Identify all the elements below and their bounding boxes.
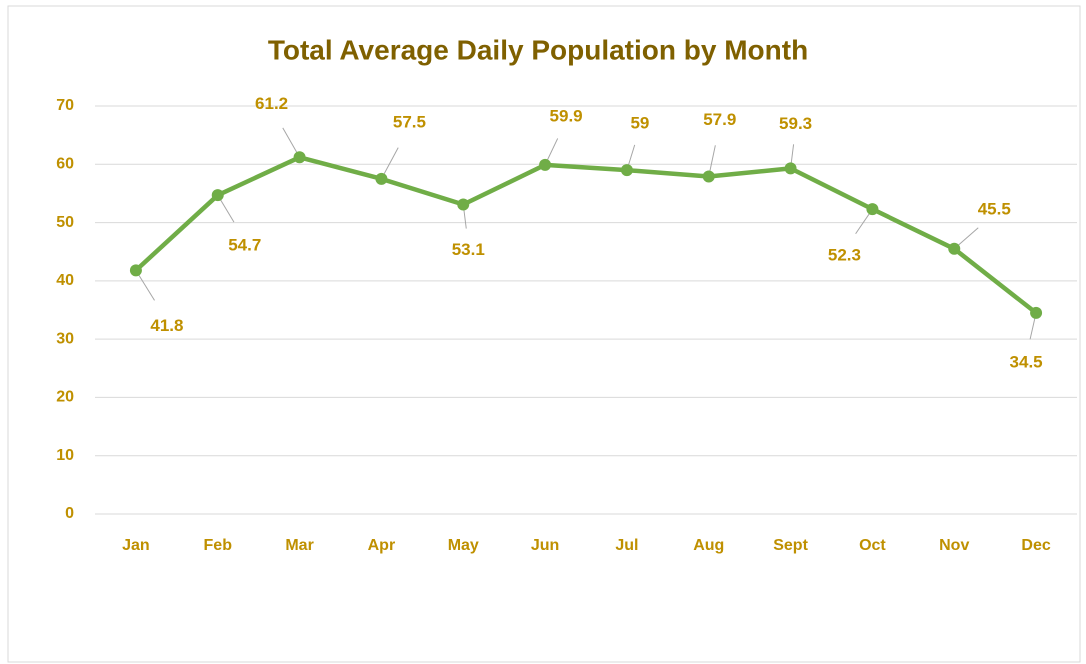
point bbox=[457, 198, 470, 211]
point bbox=[129, 264, 142, 277]
x-tick-label: Oct bbox=[859, 537, 886, 554]
point bbox=[539, 158, 552, 171]
data-label: 45.5 bbox=[978, 199, 1011, 218]
y-tick-label: 60 bbox=[56, 156, 74, 173]
y-tick-label: 20 bbox=[56, 389, 74, 406]
x-tick-label: Apr bbox=[368, 537, 396, 554]
data-label: 57.9 bbox=[703, 110, 736, 129]
data-label: 52.3 bbox=[828, 246, 861, 265]
x-tick-label: Jun bbox=[531, 537, 559, 554]
data-label: 34.5 bbox=[1010, 352, 1043, 371]
data-label: 61.2 bbox=[255, 94, 288, 113]
data-label: 59 bbox=[630, 114, 649, 133]
point bbox=[702, 170, 715, 183]
x-tick-label: Sept bbox=[773, 537, 808, 554]
y-tick-label: 40 bbox=[56, 272, 74, 289]
point bbox=[784, 162, 797, 175]
y-tick-label: 50 bbox=[56, 214, 74, 231]
point bbox=[948, 242, 961, 255]
point bbox=[1030, 306, 1043, 319]
data-label: 53.1 bbox=[452, 240, 485, 259]
point bbox=[375, 172, 388, 185]
point bbox=[620, 164, 633, 177]
x-tick-label: Nov bbox=[939, 537, 969, 554]
y-tick-label: 70 bbox=[56, 97, 74, 114]
data-label: 59.3 bbox=[779, 114, 812, 133]
x-tick-label: Feb bbox=[204, 537, 233, 554]
data-label: 41.8 bbox=[150, 316, 183, 335]
point bbox=[211, 189, 224, 202]
x-tick-label: Jan bbox=[122, 537, 150, 554]
x-tick-label: Dec bbox=[1021, 537, 1050, 554]
chart-border bbox=[7, 5, 1081, 663]
x-tick-label: Jul bbox=[615, 537, 638, 554]
y-tick-label: 0 bbox=[65, 505, 74, 522]
y-tick-label: 30 bbox=[56, 330, 74, 347]
data-label: 54.7 bbox=[228, 236, 261, 255]
line bbox=[134, 155, 1038, 315]
chart-title: Total Average Daily Population by Month bbox=[268, 34, 808, 65]
x-tick-label: Mar bbox=[285, 537, 313, 554]
point bbox=[293, 151, 306, 164]
x-tick-label: May bbox=[448, 537, 479, 554]
y-tick-label: 10 bbox=[56, 447, 74, 464]
point bbox=[866, 203, 879, 216]
data-label: 59.9 bbox=[550, 106, 583, 125]
data-label: 57.5 bbox=[393, 112, 426, 131]
x-tick-label: Aug bbox=[693, 537, 724, 554]
